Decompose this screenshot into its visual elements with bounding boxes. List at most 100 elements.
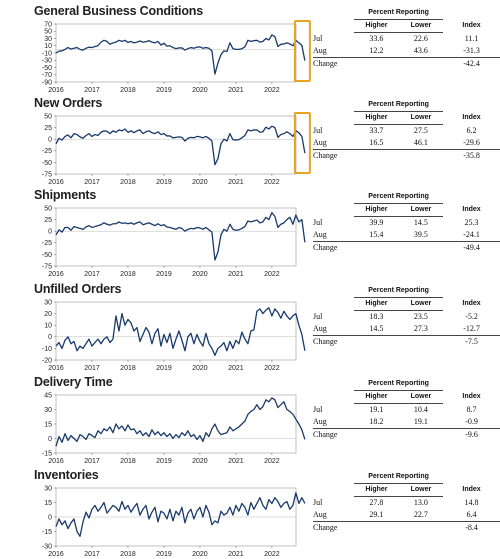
month-label: Aug	[313, 46, 327, 55]
change-label: Change	[313, 241, 355, 254]
higher-value: 19.1	[369, 405, 384, 414]
change-value: -42.4	[443, 57, 500, 70]
blank-cell	[313, 7, 354, 20]
higher-value: 39.9	[369, 218, 384, 227]
plot-frame	[55, 115, 297, 175]
higher-header: Higher	[354, 203, 399, 217]
y-tick-label: 15	[44, 421, 52, 428]
x-tick-label: 2016	[48, 458, 64, 465]
index-header: Index	[462, 300, 481, 307]
lower-header: Lower	[398, 483, 444, 497]
change-value: -9.6	[443, 428, 500, 441]
table-row: Jul 33.6 22.6 11.1	[313, 33, 500, 46]
y-tick-label: -15	[42, 529, 52, 536]
group-header-row: Percent Reporting	[313, 471, 500, 484]
delivery-time-table: Percent Reporting Higher Lower Index Jul 19.1…	[313, 378, 500, 441]
y-tick-label: -20	[42, 357, 52, 364]
month-label: Jul	[313, 497, 323, 507]
x-tick-label: 2018	[120, 551, 136, 558]
inventories-series-line	[55, 492, 306, 537]
change-label: Change	[313, 57, 355, 70]
change-row: Change -49.4	[313, 241, 500, 254]
x-tick-label: 2018	[120, 179, 136, 186]
lower-value: 14.5	[413, 218, 428, 227]
index-value: 8.7	[466, 404, 477, 414]
higher-value: 29.1	[369, 510, 384, 519]
percent-reporting-header: Percent Reporting	[354, 99, 444, 112]
group-header-row: Percent Reporting	[313, 285, 500, 298]
table-row: Aug 12.2 43.6 -31.3	[313, 45, 500, 58]
unfilled-orders-series-line	[55, 307, 306, 357]
column-header-row: Higher Lower Index	[313, 111, 500, 125]
higher-header: Higher	[354, 390, 399, 404]
y-tick-label: 0	[48, 137, 52, 144]
y-tick-label: -30	[42, 543, 52, 550]
month-label: Aug	[313, 230, 327, 239]
blank-cell	[443, 191, 500, 204]
x-tick-label: 2017	[84, 551, 100, 558]
month-label: Aug	[313, 324, 327, 333]
x-tick-label: 2022	[264, 551, 280, 558]
blank-cell	[354, 428, 399, 441]
lower-header: Lower	[398, 203, 444, 217]
change-value: -8.4	[443, 521, 500, 534]
table-row: Jul 18.3 23.5 -5.2	[313, 311, 500, 324]
lower-header: Lower	[398, 111, 444, 125]
y-tick-label: -30	[42, 58, 52, 65]
blank-cell	[354, 521, 399, 534]
x-tick-label: 2021	[228, 551, 244, 558]
month-label: Jul	[313, 33, 323, 43]
inventories-table: Percent Reporting Higher Lower Index Jul 27.8…	[313, 471, 500, 534]
change-row: Change -9.6	[313, 428, 500, 441]
y-tick-label: 30	[44, 485, 52, 492]
blank-cell	[398, 335, 444, 348]
x-tick-label: 2019	[156, 458, 172, 465]
general-business-conditions-table: Percent Reporting Higher Lower Index Jul 33.6…	[313, 7, 500, 70]
change-label: Change	[313, 521, 355, 534]
higher-value: 18.2	[369, 417, 384, 426]
change-label: Change	[313, 428, 355, 441]
x-tick-label: 2016	[48, 87, 64, 94]
lower-value: 10.4	[413, 405, 428, 414]
table-row: Aug 16.5 46.1 -29.6	[313, 137, 500, 150]
change-label: Change	[313, 335, 355, 348]
blank-cell	[354, 241, 399, 254]
x-tick-label: 2020	[192, 365, 208, 372]
lower-value: 22.6	[413, 34, 428, 43]
y-tick-label: 0	[48, 229, 52, 236]
blank-cell	[398, 241, 444, 254]
blank-cell	[443, 471, 500, 484]
x-tick-label: 2018	[120, 365, 136, 372]
blank-cell	[443, 7, 500, 20]
new-orders-title: New Orders	[34, 96, 103, 110]
delivery-time-title: Delivery Time	[34, 375, 113, 389]
x-tick-label: 2022	[264, 458, 280, 465]
x-tick-label: 2019	[156, 365, 172, 372]
table-row: Jul 33.7 27.5 6.2	[313, 125, 500, 138]
change-row: Change -7.5	[313, 335, 500, 348]
y-tick-label: 0	[48, 436, 52, 443]
x-tick-label: 2019	[156, 179, 172, 186]
column-header-row: Higher Lower Index	[313, 203, 500, 217]
index-value: -0.9	[465, 417, 478, 426]
index-value: 6.4	[466, 510, 477, 519]
y-tick-label: 30	[44, 36, 52, 43]
delivery-time-panel: Delivery Time -15 0 15 30 45 2016 2017 2018 2019 2…	[0, 375, 500, 466]
y-tick-label: -15	[42, 450, 52, 457]
index-value: 25.3	[464, 217, 479, 227]
inventories-panel: Inventories -30 -15 0 15 30 2016 2017 2018 2019 20…	[0, 468, 500, 559]
x-tick-label: 2019	[156, 87, 172, 94]
x-tick-label: 2022	[264, 179, 280, 186]
blank-cell	[443, 99, 500, 112]
y-tick-label: 50	[44, 113, 52, 120]
x-tick-label: 2016	[48, 551, 64, 558]
higher-value: 16.5	[369, 138, 384, 147]
index-value: 11.1	[464, 33, 479, 43]
delivery-time-chart: -15 0 15 30 45 2016 2017 2018 2019 2020 2021 2022	[42, 392, 306, 465]
change-value: -49.4	[443, 241, 500, 254]
plot-frame	[55, 301, 297, 361]
lower-value: 23.5	[413, 312, 428, 321]
lower-header: Lower	[398, 19, 444, 33]
higher-header: Higher	[354, 111, 399, 125]
y-tick-label: 0	[48, 334, 52, 341]
